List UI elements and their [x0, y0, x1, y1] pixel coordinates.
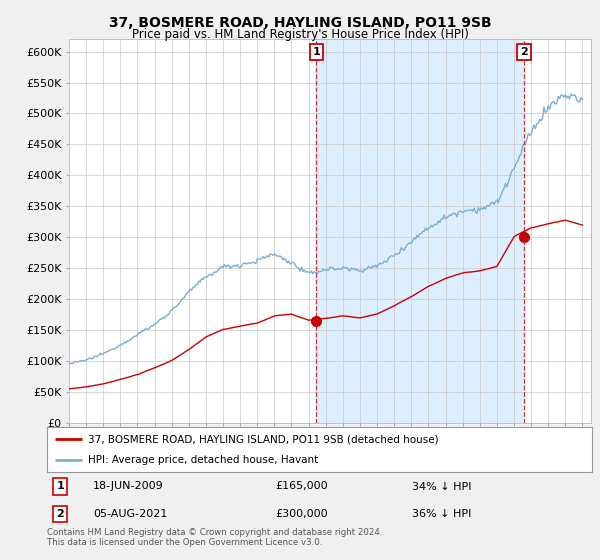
- Text: 1: 1: [313, 47, 320, 57]
- Text: 2: 2: [520, 47, 528, 57]
- Text: 34% ↓ HPI: 34% ↓ HPI: [412, 482, 472, 492]
- Text: £300,000: £300,000: [275, 508, 328, 519]
- Text: 37, BOSMERE ROAD, HAYLING ISLAND, PO11 9SB (detached house): 37, BOSMERE ROAD, HAYLING ISLAND, PO11 9…: [88, 435, 438, 445]
- Text: This data is licensed under the Open Government Licence v3.0.: This data is licensed under the Open Gov…: [47, 538, 322, 547]
- Bar: [316, 39, 524, 423]
- Text: Price paid vs. HM Land Registry's House Price Index (HPI): Price paid vs. HM Land Registry's House …: [131, 28, 469, 41]
- Text: 1: 1: [56, 482, 64, 492]
- Text: 2: 2: [56, 508, 64, 519]
- Text: £165,000: £165,000: [275, 482, 328, 492]
- Text: 37, BOSMERE ROAD, HAYLING ISLAND, PO11 9SB: 37, BOSMERE ROAD, HAYLING ISLAND, PO11 9…: [109, 16, 491, 30]
- Text: 18-JUN-2009: 18-JUN-2009: [93, 482, 164, 492]
- Text: 36% ↓ HPI: 36% ↓ HPI: [412, 508, 471, 519]
- Text: Contains HM Land Registry data © Crown copyright and database right 2024.: Contains HM Land Registry data © Crown c…: [47, 528, 382, 536]
- Text: HPI: Average price, detached house, Havant: HPI: Average price, detached house, Hava…: [88, 455, 318, 465]
- Text: 05-AUG-2021: 05-AUG-2021: [93, 508, 167, 519]
